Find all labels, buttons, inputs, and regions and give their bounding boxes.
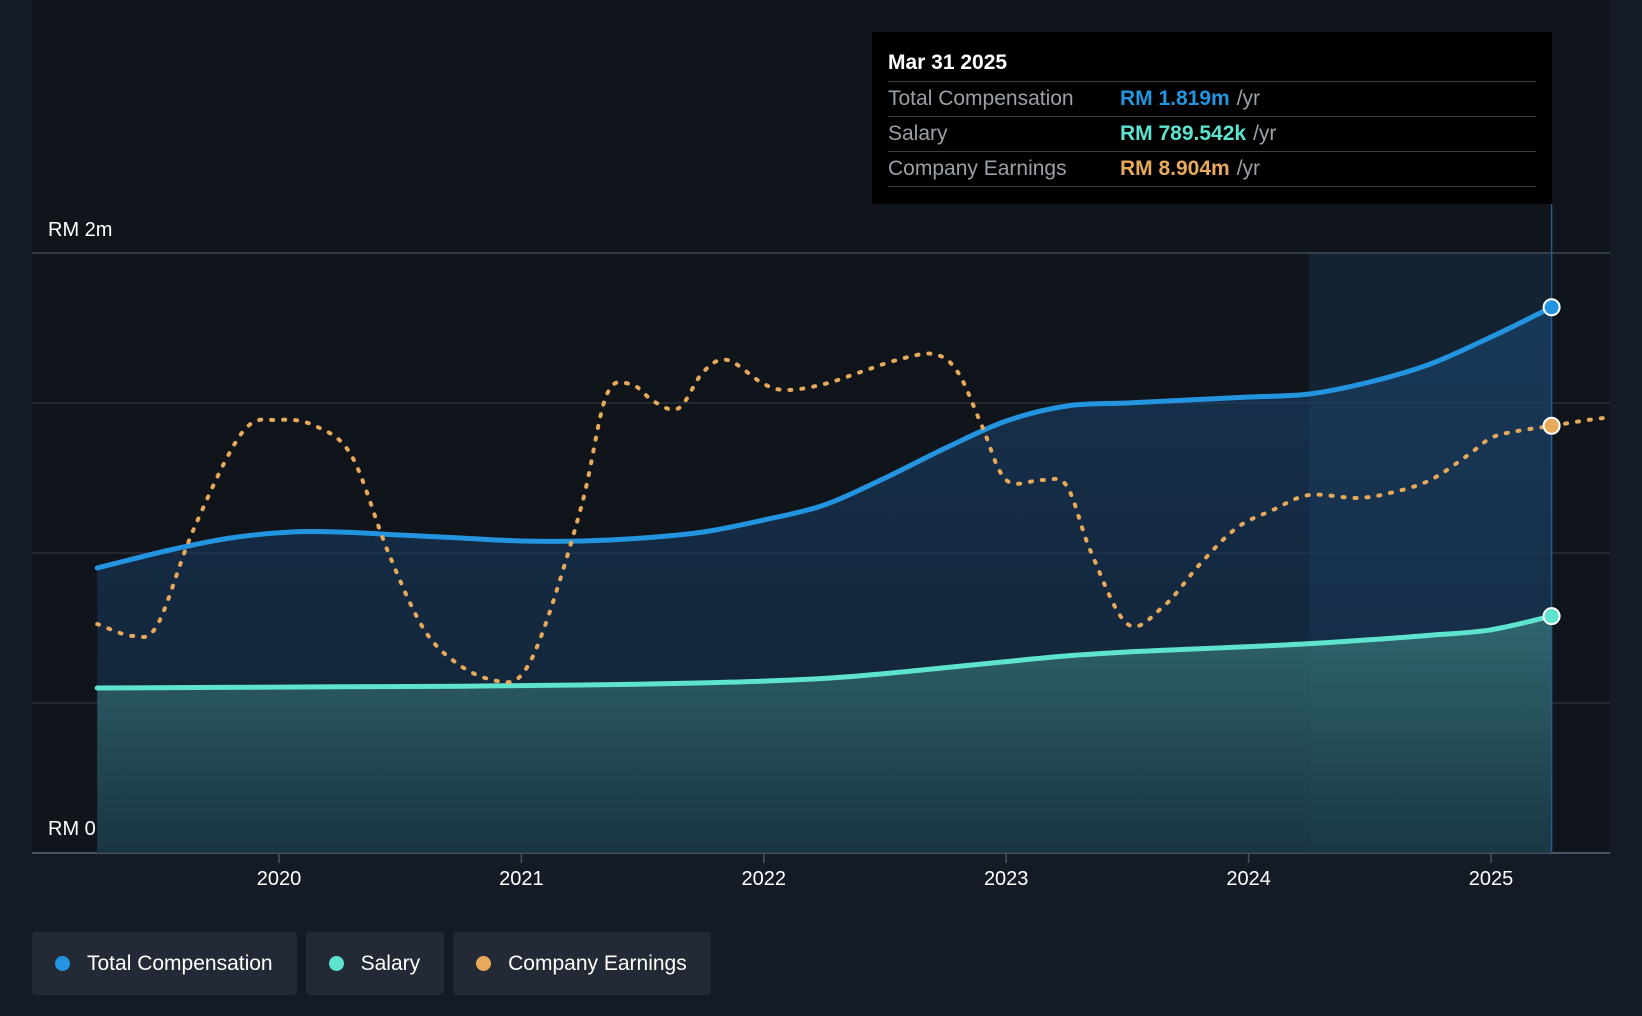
salary-area xyxy=(97,616,1552,853)
tooltip-label: Salary xyxy=(888,122,948,145)
legend-label: Total Compensation xyxy=(87,951,273,975)
legend-dot-icon xyxy=(55,956,70,971)
tooltip-unit: /yr xyxy=(1236,157,1261,180)
y-axis-bottom-label: RM 0 xyxy=(48,818,96,840)
tooltip-value: RM 1.819m xyxy=(1120,87,1230,110)
tooltip-row-salary: Salary RM 789.542k /yr xyxy=(888,117,1536,152)
y-axis-top-label: RM 2m xyxy=(48,219,112,241)
legend: Total Compensation Salary Company Earnin… xyxy=(32,932,711,995)
legend-item-salary[interactable]: Salary xyxy=(305,932,445,995)
x-tick-label: 2025 xyxy=(1469,868,1514,890)
company-earnings-point xyxy=(1542,416,1561,435)
salary-line xyxy=(94,613,1555,691)
tooltip-label: Company Earnings xyxy=(888,157,1067,180)
tooltip-label: Total Compensation xyxy=(888,87,1074,110)
tooltip-unit: /yr xyxy=(1236,87,1261,110)
x-tick-label: 2022 xyxy=(742,868,787,890)
tooltip-row-total-compensation: Total Compensation RM 1.819m /yr xyxy=(888,82,1536,117)
x-tick-label: 2023 xyxy=(984,868,1029,890)
x-tick-label: 2024 xyxy=(1226,868,1271,890)
total-compensation-point xyxy=(1542,298,1561,317)
legend-dot-icon xyxy=(476,956,492,971)
legend-label: Company Earnings xyxy=(508,951,687,975)
tooltip-unit: /yr xyxy=(1253,122,1277,145)
tooltip: Mar 31 2025 Total Compensation RM 1.819m… xyxy=(872,32,1552,204)
tooltip-row-company-earnings: Company Earnings RM 8.904m /yr xyxy=(888,152,1536,187)
legend-label: Salary xyxy=(360,951,421,975)
tooltip-value: RM 8.904m xyxy=(1120,157,1230,180)
tooltip-date: Mar 31 2025 xyxy=(888,32,1536,82)
total-compensation-line xyxy=(94,304,1555,571)
legend-item-total-compensation[interactable]: Total Compensation xyxy=(32,932,297,995)
company-earnings-line xyxy=(95,351,1615,685)
x-tick-label: 2021 xyxy=(499,868,544,890)
legend-dot-icon xyxy=(328,956,344,971)
legend-item-company-earnings[interactable]: Company Earnings xyxy=(453,932,711,995)
salary-point xyxy=(1542,607,1561,626)
x-tick-label: 2020 xyxy=(257,868,302,890)
tooltip-value: RM 789.542k xyxy=(1120,122,1247,145)
